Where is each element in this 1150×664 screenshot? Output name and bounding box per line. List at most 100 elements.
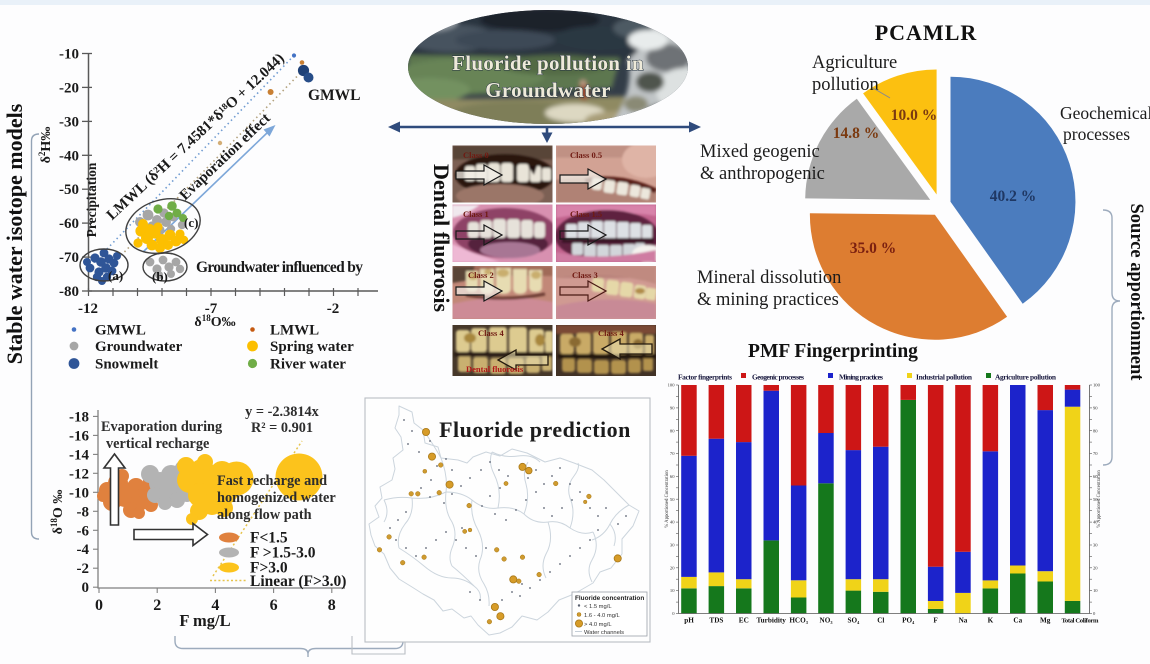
svg-text:6: 6 xyxy=(270,597,278,614)
svg-text:Ca: Ca xyxy=(1013,617,1022,625)
svg-text:-6: -6 xyxy=(77,523,90,539)
svg-text:40: 40 xyxy=(1093,520,1098,525)
svg-text:pH: pH xyxy=(684,617,694,625)
svg-text:30: 30 xyxy=(1093,543,1098,548)
svg-text:PO₄: PO₄ xyxy=(902,617,915,625)
svg-text:PCAMLR: PCAMLR xyxy=(875,20,978,45)
svg-text:-14: -14 xyxy=(69,447,89,463)
svg-text:-30: -30 xyxy=(59,114,79,130)
svg-text:0: 0 xyxy=(82,580,90,596)
svg-text:Stable water isotope models: Stable water isotope models xyxy=(2,103,27,364)
svg-text:Turbidity: Turbidity xyxy=(757,617,787,625)
svg-text:pollution: pollution xyxy=(812,75,879,95)
svg-text:10: 10 xyxy=(1093,588,1098,593)
svg-text:1.6 - 4.0 mg/L: 1.6 - 4.0 mg/L xyxy=(584,613,621,619)
svg-text:80: 80 xyxy=(1093,428,1098,433)
svg-text:F>3.0: F>3.0 xyxy=(250,560,288,577)
svg-text:along flow path: along flow path xyxy=(217,507,312,523)
svg-text:Groundwater: Groundwater xyxy=(485,78,610,102)
svg-text:processes: processes xyxy=(1063,124,1130,144)
svg-text:Fluoride pollution in: Fluoride pollution in xyxy=(452,51,644,75)
svg-text:Agriculture pollution: Agriculture pollution xyxy=(995,373,1056,382)
svg-text:Cl: Cl xyxy=(877,617,884,625)
svg-text:100: 100 xyxy=(668,383,676,388)
svg-text:δ2H‰: δ2H‰ xyxy=(37,127,54,164)
svg-text:Class 1: Class 1 xyxy=(463,209,489,219)
svg-text:HCO₃: HCO₃ xyxy=(789,617,808,625)
svg-text:Snowmelt: Snowmelt xyxy=(95,357,158,373)
svg-text:PMF Fingerprinting: PMF Fingerprinting xyxy=(748,341,918,362)
svg-text:Mining practices: Mining practices xyxy=(839,373,883,382)
svg-text:% Apportioned Concentration: % Apportioned Concentration xyxy=(665,470,670,528)
svg-text:-12: -12 xyxy=(78,301,98,317)
svg-text:0: 0 xyxy=(672,611,675,616)
svg-text:14.8 %: 14.8 % xyxy=(833,125,880,142)
svg-text:F: F xyxy=(933,617,938,625)
svg-text:4: 4 xyxy=(211,597,219,614)
svg-text:Fluoride concentration: Fluoride concentration xyxy=(575,595,644,602)
svg-text:> 4.0 mg/L: > 4.0 mg/L xyxy=(584,622,612,628)
svg-text:Groundwater influenced by: Groundwater influenced by xyxy=(196,259,363,276)
svg-text:100: 100 xyxy=(1093,383,1101,388)
svg-text:F<1.5: F<1.5 xyxy=(250,530,288,547)
svg-text:50: 50 xyxy=(670,497,675,502)
svg-text:Precipitation: Precipitation xyxy=(84,162,99,237)
svg-text:Dental fluorosis: Dental fluorosis xyxy=(429,164,454,313)
svg-text:GMWL: GMWL xyxy=(95,323,146,339)
svg-text:Linear (F>3.0): Linear (F>3.0) xyxy=(250,573,346,590)
svg-text:% Apportioned Concentration: % Apportioned Concentration xyxy=(1097,470,1102,528)
svg-text:60: 60 xyxy=(1093,474,1098,479)
svg-text:EC: EC xyxy=(739,617,749,625)
svg-text:Fluoride prediction: Fluoride prediction xyxy=(439,417,631,442)
svg-text:-2: -2 xyxy=(327,301,340,317)
svg-text:-10: -10 xyxy=(69,485,89,501)
svg-text:70: 70 xyxy=(670,451,675,456)
svg-text:δ18O‰: δ18O‰ xyxy=(194,313,235,330)
svg-text:-70: -70 xyxy=(59,250,79,266)
svg-text:F >1.5-3.0: F >1.5-3.0 xyxy=(250,545,316,562)
svg-text:Mineral dissolution: Mineral dissolution xyxy=(697,268,841,288)
svg-text:TDS: TDS xyxy=(709,617,723,625)
svg-text:20: 20 xyxy=(1093,565,1098,570)
svg-text:Class 0: Class 0 xyxy=(463,150,489,160)
svg-text:Source apportionment: Source apportionment xyxy=(1126,204,1146,382)
svg-text:Dental fluorosis: Dental fluorosis xyxy=(466,364,524,374)
svg-text:-2: -2 xyxy=(77,561,90,577)
svg-text:-12: -12 xyxy=(69,466,89,482)
svg-text:Class 4: Class 4 xyxy=(598,328,624,338)
svg-text:(c): (c) xyxy=(184,215,198,230)
svg-text:Geochemical: Geochemical xyxy=(1060,103,1150,123)
svg-text:60: 60 xyxy=(670,474,675,479)
svg-text:-4: -4 xyxy=(77,542,90,558)
svg-text:SO₄: SO₄ xyxy=(848,617,861,625)
svg-text:Fast recharge and: Fast recharge and xyxy=(217,473,327,489)
svg-text:GMWL: GMWL xyxy=(308,87,361,104)
svg-text:R² = 0.901: R² = 0.901 xyxy=(251,420,313,436)
svg-text:Water channels: Water channels xyxy=(584,630,624,636)
svg-text:vertical recharge: vertical recharge xyxy=(106,436,209,452)
svg-text:20: 20 xyxy=(670,565,675,570)
svg-text:Class 1.5: Class 1.5 xyxy=(570,209,602,219)
svg-text:Class 2: Class 2 xyxy=(468,270,494,280)
svg-text:35.0 %: 35.0 % xyxy=(850,240,897,257)
svg-text:NO₃: NO₃ xyxy=(820,617,833,625)
svg-text:2: 2 xyxy=(153,597,161,614)
svg-text:30: 30 xyxy=(670,543,675,548)
svg-text:K: K xyxy=(988,617,994,625)
svg-text:Class 4: Class 4 xyxy=(478,328,504,338)
svg-text:-10: -10 xyxy=(59,47,79,63)
svg-text:Class 3: Class 3 xyxy=(572,270,598,280)
svg-text:& anthropogenic: & anthropogenic xyxy=(700,164,825,184)
svg-text:(a): (a) xyxy=(108,268,123,283)
svg-text:Mixed geogenic: Mixed geogenic xyxy=(700,142,820,162)
svg-text:40: 40 xyxy=(670,520,675,525)
svg-text:δ18O ‰: δ18O ‰ xyxy=(49,490,66,535)
svg-text:50: 50 xyxy=(1093,497,1098,502)
svg-text:Factor fingerprints: Factor fingerprints xyxy=(678,373,732,382)
svg-text:Class 0.5: Class 0.5 xyxy=(570,150,602,160)
svg-text:80: 80 xyxy=(670,428,675,433)
svg-text:Evaporation during: Evaporation during xyxy=(101,419,223,435)
svg-text:10: 10 xyxy=(670,588,675,593)
svg-text:F mg/L: F mg/L xyxy=(179,611,230,630)
svg-text:Spring water: Spring water xyxy=(270,339,354,355)
